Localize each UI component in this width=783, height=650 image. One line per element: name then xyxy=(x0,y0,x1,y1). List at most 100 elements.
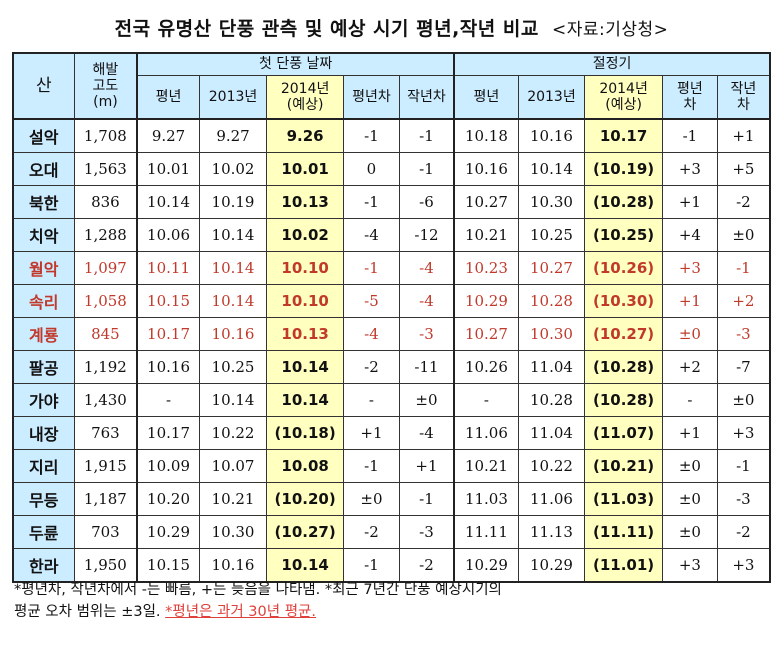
first-normal-cell: 10.01 xyxy=(136,152,200,186)
mountain-name-cell: 속리 xyxy=(12,284,75,318)
first-2014-cell: 10.10 xyxy=(266,251,345,285)
first-diff-last-cell: -3 xyxy=(398,317,455,351)
peak-2013-cell: 10.22 xyxy=(517,449,586,483)
first-diff-normal-cell: -1 xyxy=(343,185,400,219)
col-header-line: 차 xyxy=(683,96,697,113)
first-diff-last-cell: -4 xyxy=(398,416,455,450)
peak-normal-cell: 10.26 xyxy=(453,350,519,384)
first-diff-normal-cell: -1 xyxy=(343,118,400,153)
peak-col-header: 2014년 (예상) xyxy=(584,74,664,120)
first-2014-cell: (10.27) xyxy=(266,515,345,549)
altitude-cell: 1,187 xyxy=(73,482,138,516)
peak-diff-normal-cell: +1 xyxy=(662,185,718,219)
peak-diff-normal-cell: +3 xyxy=(662,152,718,186)
first-2014-cell: 9.26 xyxy=(266,118,345,153)
header-mountain: 산 xyxy=(12,52,75,120)
mountain-name-cell: 한라 xyxy=(12,548,75,583)
first-2014-cell: 10.14 xyxy=(266,383,345,417)
peak-col-header: 평년 차 xyxy=(662,74,718,120)
first-col-header: 작년차 xyxy=(398,74,455,120)
first-diff-last-cell: -2 xyxy=(398,548,455,583)
table-row: 내장 763 10.17 10.22 (10.18) +1 -4 11.06 11.04 (11.… xyxy=(12,416,771,450)
mountain-name-cell: 무등 xyxy=(12,482,75,516)
peak-2013-cell: 10.16 xyxy=(517,118,586,153)
peak-diff-last-cell: -7 xyxy=(716,350,771,384)
col-header-line: 작년 xyxy=(730,80,757,97)
foliage-table: 산 해발 고도 (m) 첫 단풍 날짜 절정기 평년 2013년 2014년 (예상)… xyxy=(12,52,771,583)
first-diff-last-cell: -1 xyxy=(398,118,455,153)
peak-diff-normal-cell: +3 xyxy=(662,548,718,583)
first-2013-cell: 10.25 xyxy=(198,350,268,384)
col-header-line: 2014년 xyxy=(280,80,330,97)
mountain-name-cell: 지리 xyxy=(12,449,75,483)
peak-2014-cell: (10.25) xyxy=(584,218,664,252)
first-normal-cell: 10.17 xyxy=(136,416,200,450)
header-altitude: 해발 고도 (m) xyxy=(73,52,138,120)
table-row: 계룡 845 10.17 10.16 10.13 -4 -3 10.27 10.30 (10.27… xyxy=(12,317,771,351)
first-2014-cell: 10.01 xyxy=(266,152,345,186)
first-diff-normal-cell: 0 xyxy=(343,152,400,186)
table-row: 무등 1,187 10.20 10.21 (10.20) ±0 -1 11.03 11.06 (1… xyxy=(12,482,771,516)
mountain-name-cell: 두륜 xyxy=(12,515,75,549)
peak-normal-cell: 10.21 xyxy=(453,218,519,252)
first-2014-cell: 10.02 xyxy=(266,218,345,252)
altitude-cell: 836 xyxy=(73,185,138,219)
first-diff-normal-cell: - xyxy=(343,383,400,417)
peak-2013-cell: 10.14 xyxy=(517,152,586,186)
mountain-name-cell: 북한 xyxy=(12,185,75,219)
first-diff-normal-cell: -4 xyxy=(343,317,400,351)
first-diff-last-cell: +1 xyxy=(398,449,455,483)
peak-2014-cell: (10.28) xyxy=(584,383,664,417)
table-row: 두륜 703 10.29 10.30 (10.27) -2 -3 11.11 11.13 (11.… xyxy=(12,515,771,549)
peak-2013-cell: 11.04 xyxy=(517,350,586,384)
peak-col-header: 평년 xyxy=(453,74,519,120)
peak-2013-cell: 11.06 xyxy=(517,482,586,516)
col-header-line: 평년차 xyxy=(352,88,391,105)
first-normal-cell: 10.17 xyxy=(136,317,200,351)
peak-diff-normal-cell: ±0 xyxy=(662,515,718,549)
first-2014-cell: (10.20) xyxy=(266,482,345,516)
peak-2014-cell: (10.26) xyxy=(584,251,664,285)
peak-diff-last-cell: -2 xyxy=(716,185,771,219)
first-diff-normal-cell: -4 xyxy=(343,218,400,252)
first-normal-cell: 10.06 xyxy=(136,218,200,252)
first-diff-normal-cell: -1 xyxy=(343,251,400,285)
peak-2013-cell: 10.30 xyxy=(517,185,586,219)
first-normal-cell: 10.29 xyxy=(136,515,200,549)
first-diff-last-cell: ±0 xyxy=(398,383,455,417)
peak-diff-last-cell: +3 xyxy=(716,548,771,583)
peak-2014-cell: (11.03) xyxy=(584,482,664,516)
altitude-cell: 1,430 xyxy=(73,383,138,417)
col-header-line: 평년 xyxy=(677,80,703,97)
footnote-2-normal-note: *평년은 과거 30년 평균. xyxy=(165,604,316,620)
altitude-line: 고도 xyxy=(92,78,119,94)
peak-2014-cell: (10.28) xyxy=(584,185,664,219)
altitude-cell: 703 xyxy=(73,515,138,549)
mountain-name-cell: 내장 xyxy=(12,416,75,450)
first-normal-cell: 10.15 xyxy=(136,284,200,318)
peak-2013-cell: 10.28 xyxy=(517,284,586,318)
first-2014-cell: 10.13 xyxy=(266,317,345,351)
table-row: 북한 836 10.14 10.19 10.13 -1 -6 10.27 10.30 (10.28… xyxy=(12,185,771,219)
peak-normal-cell: 10.29 xyxy=(453,548,519,583)
footnote-1: *평년차, 작년차에서 -는 빠름, +는 늦음을 나타냄. *최근 7년간 단… xyxy=(14,582,502,598)
peak-2014-cell: (10.21) xyxy=(584,449,664,483)
altitude-cell: 1,192 xyxy=(73,350,138,384)
first-2013-cell: 10.19 xyxy=(198,185,268,219)
peak-diff-last-cell: ±0 xyxy=(716,218,771,252)
col-header-line: 차 xyxy=(736,96,750,113)
first-diff-last-cell: -3 xyxy=(398,515,455,549)
table-row: 팔공 1,192 10.16 10.25 10.14 -2 -11 10.26 11.04 (10… xyxy=(12,350,771,384)
first-normal-cell: 10.20 xyxy=(136,482,200,516)
header-peak: 절정기 xyxy=(453,52,771,76)
mountain-name-cell: 계룡 xyxy=(12,317,75,351)
peak-normal-cell: 10.27 xyxy=(453,185,519,219)
peak-diff-last-cell: +2 xyxy=(716,284,771,318)
peak-diff-normal-cell: +3 xyxy=(662,251,718,285)
peak-normal-cell: 11.03 xyxy=(453,482,519,516)
peak-diff-last-cell: -1 xyxy=(716,251,771,285)
first-diff-last-cell: -1 xyxy=(398,482,455,516)
first-2014-cell: 10.10 xyxy=(266,284,345,318)
first-2013-cell: 10.14 xyxy=(198,284,268,318)
altitude-cell: 1,058 xyxy=(73,284,138,318)
